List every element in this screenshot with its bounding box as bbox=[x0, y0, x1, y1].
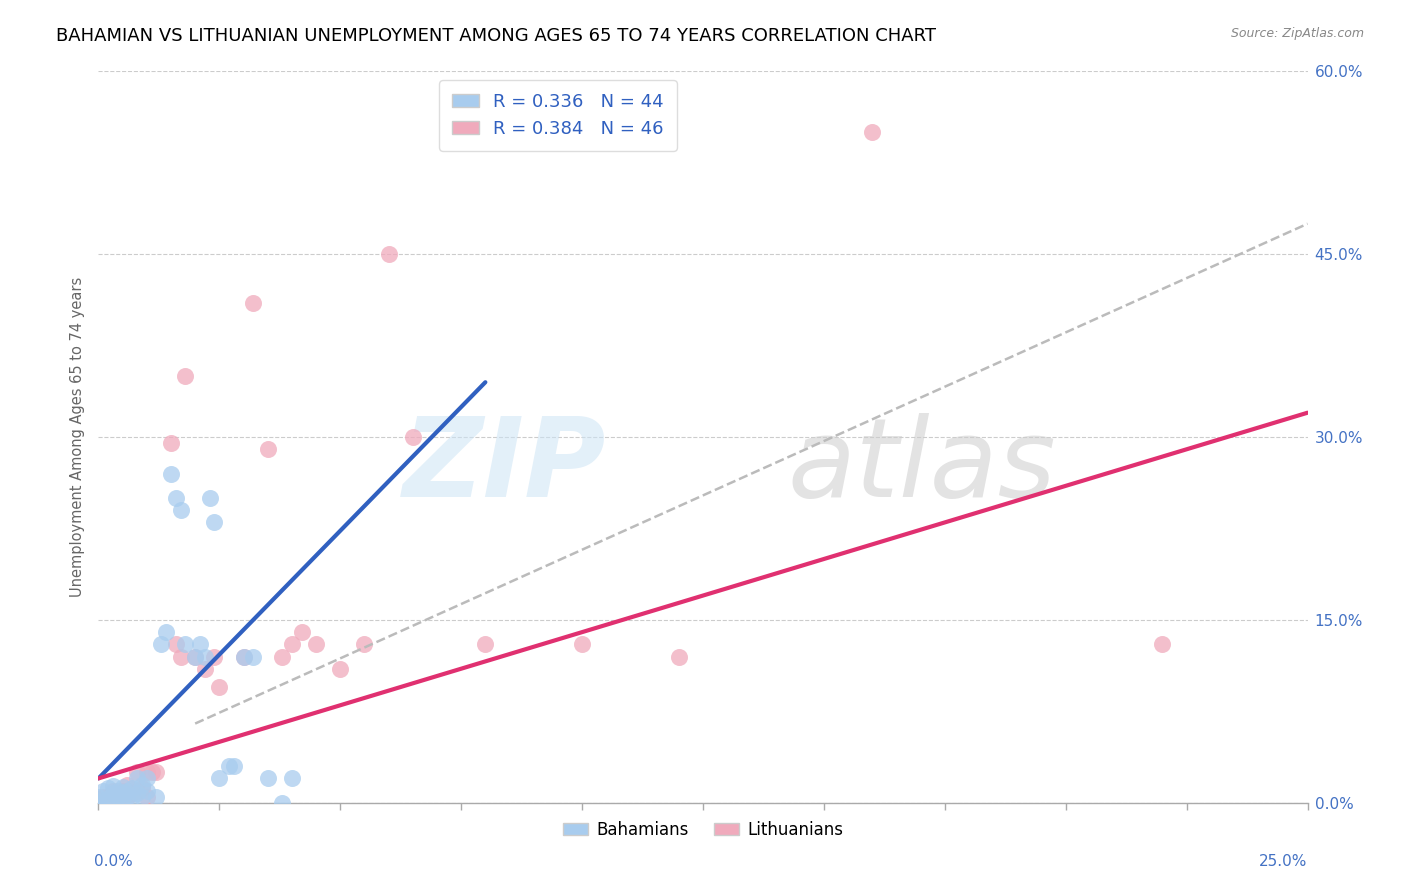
Point bbox=[155, 625, 177, 640]
Point bbox=[571, 637, 593, 651]
Point bbox=[402, 430, 425, 444]
Point bbox=[121, 786, 143, 800]
Point bbox=[131, 781, 153, 796]
Point bbox=[101, 786, 124, 800]
Point bbox=[169, 503, 191, 517]
Text: Source: ZipAtlas.com: Source: ZipAtlas.com bbox=[1230, 27, 1364, 40]
Point bbox=[101, 792, 124, 806]
Point bbox=[87, 796, 110, 810]
Point bbox=[169, 649, 191, 664]
Text: atlas: atlas bbox=[787, 413, 1056, 520]
Point bbox=[91, 789, 114, 804]
Point bbox=[165, 491, 187, 505]
Point bbox=[160, 436, 183, 450]
Point bbox=[474, 637, 496, 651]
Point bbox=[290, 625, 312, 640]
Point bbox=[97, 795, 120, 809]
Point bbox=[353, 637, 375, 651]
Point bbox=[101, 783, 124, 797]
Point bbox=[184, 649, 207, 664]
Point bbox=[150, 637, 173, 651]
Point bbox=[305, 637, 328, 651]
Point bbox=[160, 467, 183, 481]
Point bbox=[256, 442, 278, 457]
Point bbox=[111, 796, 134, 810]
Point bbox=[117, 778, 139, 792]
Point bbox=[111, 786, 134, 800]
Point bbox=[87, 792, 110, 806]
Point bbox=[668, 649, 690, 664]
Point bbox=[101, 793, 124, 807]
Point bbox=[281, 772, 304, 786]
Point bbox=[101, 779, 124, 793]
Point bbox=[165, 637, 187, 651]
Point bbox=[232, 649, 254, 664]
Point bbox=[232, 649, 254, 664]
Point bbox=[145, 765, 167, 780]
Point bbox=[860, 125, 883, 139]
Point bbox=[117, 789, 139, 804]
Text: 0.0%: 0.0% bbox=[94, 854, 132, 869]
Point bbox=[198, 491, 221, 505]
Point bbox=[127, 786, 149, 800]
Point bbox=[242, 649, 264, 664]
Point bbox=[141, 765, 163, 780]
Legend: Bahamians, Lithuanians: Bahamians, Lithuanians bbox=[557, 814, 849, 846]
Point bbox=[107, 786, 129, 800]
Point bbox=[242, 296, 264, 310]
Point bbox=[208, 680, 231, 694]
Point bbox=[281, 637, 304, 651]
Point bbox=[135, 765, 157, 780]
Point bbox=[174, 369, 197, 384]
Point bbox=[135, 772, 157, 786]
Point bbox=[111, 780, 134, 794]
Point bbox=[208, 772, 231, 786]
Point bbox=[121, 789, 143, 804]
Point bbox=[188, 637, 211, 651]
Point bbox=[117, 783, 139, 797]
Point bbox=[111, 792, 134, 806]
Point bbox=[204, 516, 226, 530]
Point bbox=[174, 637, 197, 651]
Point bbox=[135, 783, 157, 797]
Text: 25.0%: 25.0% bbox=[1260, 854, 1308, 869]
Point bbox=[117, 789, 139, 804]
Point bbox=[377, 247, 399, 261]
Point bbox=[107, 792, 129, 806]
Point bbox=[91, 793, 114, 807]
Point bbox=[107, 783, 129, 797]
Point bbox=[204, 649, 226, 664]
Point bbox=[194, 649, 217, 664]
Point bbox=[97, 789, 120, 804]
Point bbox=[131, 778, 153, 792]
Point bbox=[135, 789, 157, 804]
Text: BAHAMIAN VS LITHUANIAN UNEMPLOYMENT AMONG AGES 65 TO 74 YEARS CORRELATION CHART: BAHAMIAN VS LITHUANIAN UNEMPLOYMENT AMON… bbox=[56, 27, 936, 45]
Point bbox=[91, 793, 114, 807]
Point bbox=[91, 783, 114, 797]
Point bbox=[194, 662, 217, 676]
Y-axis label: Unemployment Among Ages 65 to 74 years: Unemployment Among Ages 65 to 74 years bbox=[69, 277, 84, 598]
Point bbox=[329, 662, 352, 676]
Point bbox=[127, 765, 149, 780]
Text: ZIP: ZIP bbox=[402, 413, 606, 520]
Point bbox=[1152, 637, 1174, 651]
Point bbox=[222, 759, 245, 773]
Point bbox=[87, 796, 110, 810]
Point bbox=[127, 772, 149, 786]
Point bbox=[271, 649, 294, 664]
Point bbox=[184, 649, 207, 664]
Point bbox=[107, 789, 129, 804]
Point bbox=[256, 772, 278, 786]
Point bbox=[97, 781, 120, 796]
Point bbox=[271, 796, 294, 810]
Point bbox=[121, 781, 143, 796]
Point bbox=[97, 792, 120, 806]
Point bbox=[145, 789, 167, 804]
Point bbox=[127, 783, 149, 797]
Point bbox=[87, 789, 110, 804]
Point bbox=[218, 759, 240, 773]
Point bbox=[111, 783, 134, 797]
Point bbox=[131, 789, 153, 804]
